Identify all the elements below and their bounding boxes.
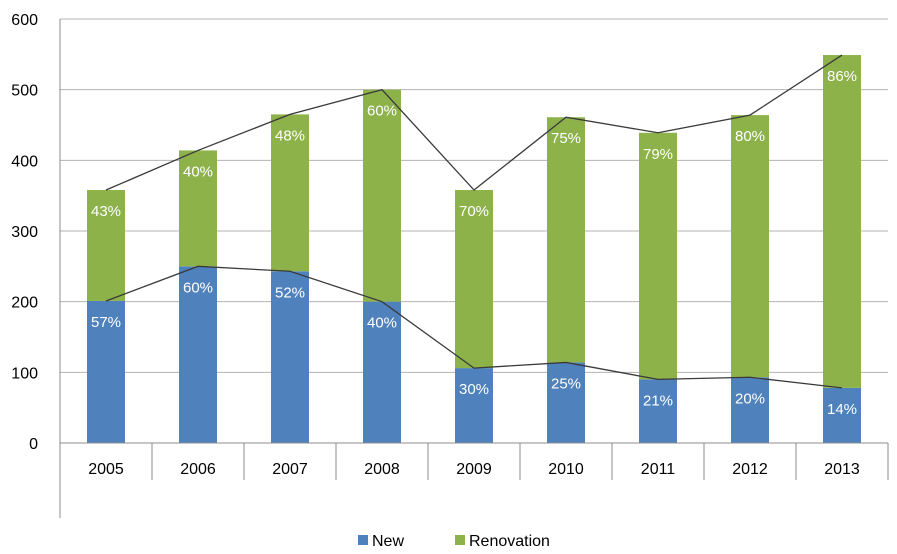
data-label-new: 14% (827, 401, 857, 418)
bar-new-2011 (639, 379, 677, 443)
bar-renovation-2010 (547, 117, 585, 363)
bar-renovation-2006 (179, 150, 217, 267)
legend-label-new: New (372, 533, 404, 550)
y-tick-label: 100 (11, 365, 38, 382)
bars (87, 55, 861, 443)
bar-new-2008 (363, 301, 401, 443)
y-tick-label: 500 (11, 83, 38, 100)
bar-new-2010 (547, 362, 585, 443)
data-label-new: 20% (735, 390, 765, 407)
x-tick-label: 2013 (824, 461, 860, 478)
data-label-renovation: 80% (735, 128, 765, 145)
bar-new-2005 (87, 300, 125, 443)
bar-new-2012 (731, 377, 769, 443)
data-label-renovation: 86% (827, 68, 857, 85)
legend: New Renovation (358, 533, 550, 550)
bar-renovation-2009 (455, 190, 493, 369)
data-label-new: 40% (367, 315, 397, 332)
data-label-new: 60% (183, 279, 213, 296)
x-tick-label: 2007 (272, 461, 308, 478)
bar-new-2013 (823, 387, 861, 443)
y-tick-label: 300 (11, 224, 38, 241)
x-tick-label: 2005 (88, 461, 124, 478)
y-tick-label: 200 (11, 295, 38, 312)
data-label-renovation: 43% (91, 203, 121, 220)
data-label-renovation: 60% (367, 103, 397, 120)
data-label-renovation: 75% (551, 130, 581, 147)
data-label-renovation: 79% (643, 146, 673, 163)
bar-renovation-2011 (639, 132, 677, 380)
data-label-new: 30% (459, 381, 489, 398)
x-tick-label: 2012 (732, 461, 768, 478)
bar-renovation-2012 (731, 115, 769, 378)
x-tick-label: 2006 (180, 461, 216, 478)
legend-swatch-new (358, 535, 368, 545)
bar-renovation-2008 (363, 89, 401, 302)
bar-renovation-2005 (87, 190, 125, 301)
bar-new-2009 (455, 368, 493, 443)
data-label-renovation: 40% (183, 163, 213, 180)
y-tick-label: 400 (11, 153, 38, 170)
x-tick-label: 2011 (641, 461, 676, 478)
data-labels: 57% 43% 60% 40% 52% 48% 40% 60% 30% 70% 25% 75% 21% 7… (91, 68, 857, 418)
bar-renovation-2007 (271, 114, 309, 272)
trend-line-new (105, 265, 843, 389)
x-tick-label: 2010 (548, 461, 584, 478)
data-label-new: 25% (551, 375, 581, 392)
data-label-renovation: 70% (459, 203, 489, 220)
y-tick-label: 0 (29, 436, 38, 453)
bar-new-2006 (179, 266, 217, 443)
legend-swatch-renovation (455, 535, 465, 545)
data-label-new: 52% (275, 284, 305, 301)
data-label-new: 21% (643, 392, 673, 409)
data-label-new: 57% (91, 314, 121, 331)
legend-label-renovation: Renovation (469, 533, 550, 550)
data-label-renovation: 48% (275, 127, 305, 144)
trend-line-total (105, 54, 843, 191)
x-tick-label: 2008 (364, 461, 400, 478)
trend-lines (105, 54, 843, 389)
axes: 0 100 200 300 400 500 600 2005 2006 2007 2008 2009 2… (11, 12, 889, 518)
x-tick-label: 2009 (456, 461, 492, 478)
bar-new-2007 (271, 271, 309, 443)
y-tick-label: 600 (11, 12, 38, 29)
bar-renovation-2013 (823, 55, 861, 388)
